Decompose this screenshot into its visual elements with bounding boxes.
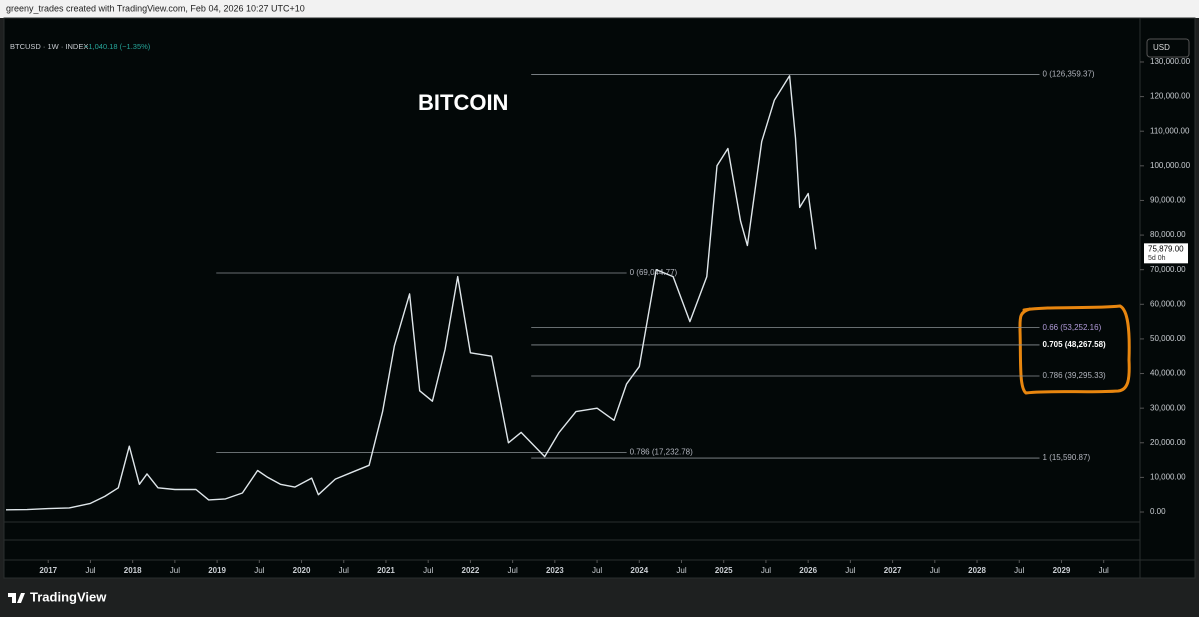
y-tick-label: 70,000.00 bbox=[1150, 265, 1186, 274]
chart-pane bbox=[3, 17, 1196, 579]
x-tick-label: Jul bbox=[845, 566, 855, 575]
x-tick-label: 2026 bbox=[799, 566, 817, 575]
brand: TradingView bbox=[30, 589, 107, 604]
x-tick-label: 2021 bbox=[377, 566, 395, 575]
x-tick-label: Jul bbox=[85, 566, 95, 575]
x-tick-label: Jul bbox=[1099, 566, 1109, 575]
x-tick-label: 2024 bbox=[630, 566, 648, 575]
credit: greeny_trades created with TradingView.c… bbox=[6, 3, 305, 13]
y-tick-label: 20,000.00 bbox=[1150, 438, 1186, 447]
logo-icon bbox=[8, 593, 25, 603]
fib-label: 0 (69,044.77) bbox=[630, 268, 678, 277]
x-tick-label: 2028 bbox=[968, 566, 986, 575]
y-tick-label: 90,000.00 bbox=[1150, 196, 1186, 205]
x-tick-label: 2025 bbox=[715, 566, 733, 575]
x-tick-label: Jul bbox=[1014, 566, 1024, 575]
currency[interactable]: USD bbox=[1153, 43, 1170, 52]
y-tick-label: 80,000.00 bbox=[1150, 230, 1186, 239]
x-tick-label: Jul bbox=[423, 566, 433, 575]
x-tick-label: 2020 bbox=[293, 566, 311, 575]
fib-label: 0.66 (53,252.16) bbox=[1043, 323, 1102, 332]
x-tick-label: Jul bbox=[592, 566, 602, 575]
symbol: BTCUSD · 1W · INDEX bbox=[10, 42, 88, 51]
y-tick-label: 30,000.00 bbox=[1150, 403, 1186, 412]
y-tick-label: 130,000.00 bbox=[1150, 57, 1191, 66]
price-line bbox=[5, 75, 817, 511]
y-tick-label: 120,000.00 bbox=[1150, 92, 1191, 101]
last-price-label: 75,879.00 bbox=[1148, 244, 1184, 253]
x-tick-label: 2029 bbox=[1053, 566, 1071, 575]
x-tick-label: Jul bbox=[761, 566, 771, 575]
y-tick-label: 110,000.00 bbox=[1150, 126, 1190, 135]
y-tick-label: 0.00 bbox=[1150, 507, 1166, 516]
x-tick-label: 2027 bbox=[884, 566, 902, 575]
last-price-tag bbox=[1144, 243, 1188, 264]
fib-label: 0.786 (39,295.33) bbox=[1043, 371, 1106, 380]
x-tick-label: Jul bbox=[930, 566, 940, 575]
currency-button[interactable] bbox=[1146, 38, 1190, 58]
x-tick-label: 2017 bbox=[39, 566, 57, 575]
fib-label: 0.705 (48,267.58) bbox=[1043, 340, 1106, 349]
change: −1,040.18 (−1.35%) bbox=[84, 42, 151, 51]
x-tick-label: Jul bbox=[170, 566, 180, 575]
x-tick-label: Jul bbox=[508, 566, 518, 575]
fib-label: 0 (126,359.37) bbox=[1043, 70, 1095, 79]
top-strip bbox=[0, 0, 1199, 18]
x-tick-label: 2018 bbox=[124, 566, 142, 575]
x-tick-label: 2022 bbox=[462, 566, 480, 575]
logo-shape bbox=[8, 593, 25, 603]
x-tick-label: Jul bbox=[254, 566, 264, 575]
x-tick-label: 2019 bbox=[208, 566, 226, 575]
y-tick-label: 60,000.00 bbox=[1150, 299, 1186, 308]
y-tick-label: 40,000.00 bbox=[1150, 369, 1186, 378]
chart-title: BITCOIN bbox=[418, 90, 508, 115]
x-tick-label: Jul bbox=[339, 566, 349, 575]
y-tick-label: 100,000.00 bbox=[1150, 161, 1191, 170]
highlight-box bbox=[1018, 304, 1131, 395]
fib-label: 1 (15,590.87) bbox=[1043, 453, 1091, 462]
y-tick-label: 10,000.00 bbox=[1150, 473, 1186, 482]
x-tick-label: 2023 bbox=[546, 566, 564, 575]
y-tick-label: 50,000.00 bbox=[1150, 334, 1186, 343]
fib-label: 0.786 (17,232.78) bbox=[630, 447, 693, 456]
x-tick-label: Jul bbox=[676, 566, 686, 575]
countdown: 5d 0h bbox=[1148, 255, 1166, 262]
